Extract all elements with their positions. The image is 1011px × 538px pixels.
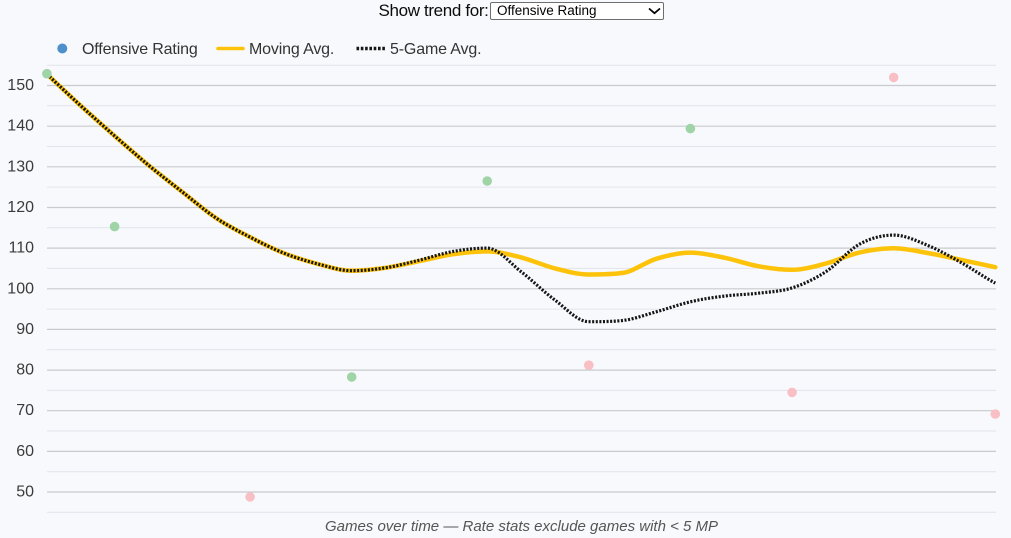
svg-text:150: 150 [7,77,34,94]
svg-text:140: 140 [7,118,34,135]
svg-text:70: 70 [16,402,34,419]
svg-text:120: 120 [7,199,34,216]
svg-text:50: 50 [16,484,34,501]
svg-text:130: 130 [7,158,34,175]
svg-text:80: 80 [16,362,34,379]
svg-text:110: 110 [8,240,34,257]
svg-text:100: 100 [7,280,34,297]
svg-text:90: 90 [16,321,34,338]
svg-text:60: 60 [16,443,34,460]
